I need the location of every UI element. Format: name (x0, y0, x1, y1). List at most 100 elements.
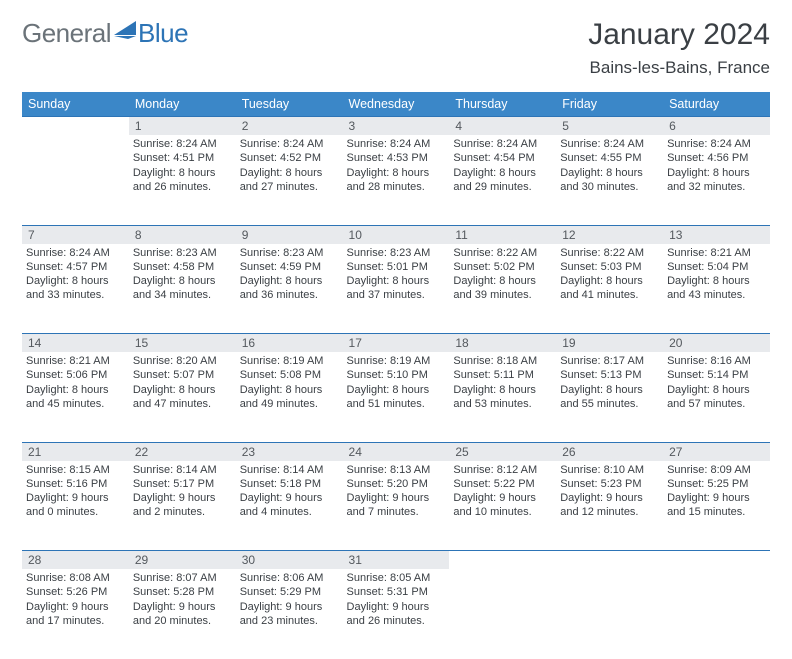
day-number: 5 (556, 117, 663, 136)
day-number: 20 (663, 334, 770, 353)
page-header: General Blue January 2024 Bains-les-Bain… (22, 18, 770, 78)
day-number: 15 (129, 334, 236, 353)
day-number: 19 (556, 334, 663, 353)
day-cell-empty (22, 135, 129, 225)
day-cell-empty (663, 569, 770, 659)
day-number: 13 (663, 225, 770, 244)
day-number: 7 (22, 225, 129, 244)
info-row: Sunrise: 8:24 AM Sunset: 4:51 PM Dayligh… (22, 135, 770, 225)
day-info-text: Sunrise: 8:17 AM Sunset: 5:13 PM Dayligh… (560, 354, 659, 411)
day-info-text: Sunrise: 8:23 AM Sunset: 4:59 PM Dayligh… (240, 246, 339, 303)
info-row: Sunrise: 8:08 AM Sunset: 5:26 PM Dayligh… (22, 569, 770, 659)
day-info: Sunrise: 8:24 AM Sunset: 4:54 PM Dayligh… (449, 135, 556, 225)
weekday-header: Friday (556, 92, 663, 117)
daynum-row: 123456 (22, 117, 770, 136)
day-info: Sunrise: 8:24 AM Sunset: 4:56 PM Dayligh… (663, 135, 770, 225)
day-info-text: Sunrise: 8:07 AM Sunset: 5:28 PM Dayligh… (133, 571, 232, 628)
day-info: Sunrise: 8:20 AM Sunset: 5:07 PM Dayligh… (129, 352, 236, 442)
weekday-header: Saturday (663, 92, 770, 117)
day-info: Sunrise: 8:24 AM Sunset: 4:51 PM Dayligh… (129, 135, 236, 225)
day-info-text: Sunrise: 8:18 AM Sunset: 5:11 PM Dayligh… (453, 354, 552, 411)
day-number: 11 (449, 225, 556, 244)
day-cell-empty (556, 569, 663, 659)
day-number: 17 (343, 334, 450, 353)
day-number: 23 (236, 442, 343, 461)
day-info-text: Sunrise: 8:24 AM Sunset: 4:57 PM Dayligh… (26, 246, 125, 303)
location-title: Bains-les-Bains, France (588, 58, 770, 78)
day-info: Sunrise: 8:24 AM Sunset: 4:53 PM Dayligh… (343, 135, 450, 225)
calendar-table: Sunday Monday Tuesday Wednesday Thursday… (22, 92, 770, 659)
day-info: Sunrise: 8:23 AM Sunset: 4:59 PM Dayligh… (236, 244, 343, 334)
day-info: Sunrise: 8:07 AM Sunset: 5:28 PM Dayligh… (129, 569, 236, 659)
day-info: Sunrise: 8:24 AM Sunset: 4:57 PM Dayligh… (22, 244, 129, 334)
day-info-text: Sunrise: 8:24 AM Sunset: 4:51 PM Dayligh… (133, 137, 232, 194)
day-info: Sunrise: 8:18 AM Sunset: 5:11 PM Dayligh… (449, 352, 556, 442)
day-info: Sunrise: 8:05 AM Sunset: 5:31 PM Dayligh… (343, 569, 450, 659)
day-info-text: Sunrise: 8:14 AM Sunset: 5:17 PM Dayligh… (133, 463, 232, 520)
daynum-row: 78910111213 (22, 225, 770, 244)
day-info: Sunrise: 8:06 AM Sunset: 5:29 PM Dayligh… (236, 569, 343, 659)
day-number: 9 (236, 225, 343, 244)
day-cell-empty (449, 551, 556, 570)
day-number: 24 (343, 442, 450, 461)
day-info-text: Sunrise: 8:24 AM Sunset: 4:56 PM Dayligh… (667, 137, 766, 194)
weekday-header-row: Sunday Monday Tuesday Wednesday Thursday… (22, 92, 770, 117)
day-number: 31 (343, 551, 450, 570)
day-info: Sunrise: 8:16 AM Sunset: 5:14 PM Dayligh… (663, 352, 770, 442)
day-info-text: Sunrise: 8:16 AM Sunset: 5:14 PM Dayligh… (667, 354, 766, 411)
day-number: 4 (449, 117, 556, 136)
day-info: Sunrise: 8:23 AM Sunset: 5:01 PM Dayligh… (343, 244, 450, 334)
day-info-text: Sunrise: 8:08 AM Sunset: 5:26 PM Dayligh… (26, 571, 125, 628)
day-info-text: Sunrise: 8:24 AM Sunset: 4:52 PM Dayligh… (240, 137, 339, 194)
day-info-text: Sunrise: 8:19 AM Sunset: 5:08 PM Dayligh… (240, 354, 339, 411)
day-info: Sunrise: 8:19 AM Sunset: 5:10 PM Dayligh… (343, 352, 450, 442)
day-info: Sunrise: 8:19 AM Sunset: 5:08 PM Dayligh… (236, 352, 343, 442)
info-row: Sunrise: 8:15 AM Sunset: 5:16 PM Dayligh… (22, 461, 770, 551)
day-info-text: Sunrise: 8:23 AM Sunset: 5:01 PM Dayligh… (347, 246, 446, 303)
day-info: Sunrise: 8:15 AM Sunset: 5:16 PM Dayligh… (22, 461, 129, 551)
day-info-text: Sunrise: 8:06 AM Sunset: 5:29 PM Dayligh… (240, 571, 339, 628)
day-info: Sunrise: 8:22 AM Sunset: 5:02 PM Dayligh… (449, 244, 556, 334)
brand-logo: General Blue (22, 18, 188, 49)
day-info-text: Sunrise: 8:21 AM Sunset: 5:06 PM Dayligh… (26, 354, 125, 411)
day-info-text: Sunrise: 8:20 AM Sunset: 5:07 PM Dayligh… (133, 354, 232, 411)
day-number: 28 (22, 551, 129, 570)
daynum-row: 21222324252627 (22, 442, 770, 461)
day-info-text: Sunrise: 8:12 AM Sunset: 5:22 PM Dayligh… (453, 463, 552, 520)
day-info-text: Sunrise: 8:10 AM Sunset: 5:23 PM Dayligh… (560, 463, 659, 520)
weekday-header: Sunday (22, 92, 129, 117)
day-number: 26 (556, 442, 663, 461)
day-info-text: Sunrise: 8:24 AM Sunset: 4:55 PM Dayligh… (560, 137, 659, 194)
brand-word1: General (22, 18, 111, 49)
title-block: January 2024 Bains-les-Bains, France (588, 18, 770, 78)
day-info-text: Sunrise: 8:14 AM Sunset: 5:18 PM Dayligh… (240, 463, 339, 520)
day-info: Sunrise: 8:14 AM Sunset: 5:18 PM Dayligh… (236, 461, 343, 551)
day-info-text: Sunrise: 8:24 AM Sunset: 4:53 PM Dayligh… (347, 137, 446, 194)
day-cell-empty (449, 569, 556, 659)
daynum-row: 28293031 (22, 551, 770, 570)
day-number: 21 (22, 442, 129, 461)
day-cell-empty (22, 117, 129, 136)
day-number: 22 (129, 442, 236, 461)
day-number: 18 (449, 334, 556, 353)
day-info-text: Sunrise: 8:22 AM Sunset: 5:03 PM Dayligh… (560, 246, 659, 303)
day-info-text: Sunrise: 8:23 AM Sunset: 4:58 PM Dayligh… (133, 246, 232, 303)
day-info-text: Sunrise: 8:21 AM Sunset: 5:04 PM Dayligh… (667, 246, 766, 303)
day-cell-empty (663, 551, 770, 570)
day-info: Sunrise: 8:22 AM Sunset: 5:03 PM Dayligh… (556, 244, 663, 334)
brand-word2: Blue (138, 18, 188, 49)
day-number: 12 (556, 225, 663, 244)
day-number: 2 (236, 117, 343, 136)
day-info: Sunrise: 8:23 AM Sunset: 4:58 PM Dayligh… (129, 244, 236, 334)
day-info-text: Sunrise: 8:15 AM Sunset: 5:16 PM Dayligh… (26, 463, 125, 520)
calendar-body: 123456Sunrise: 8:24 AM Sunset: 4:51 PM D… (22, 117, 770, 659)
day-info-text: Sunrise: 8:24 AM Sunset: 4:54 PM Dayligh… (453, 137, 552, 194)
month-title: January 2024 (588, 18, 770, 52)
day-info: Sunrise: 8:21 AM Sunset: 5:06 PM Dayligh… (22, 352, 129, 442)
day-number: 16 (236, 334, 343, 353)
brand-triangle-icon (114, 21, 136, 39)
daynum-row: 14151617181920 (22, 334, 770, 353)
weekday-header: Monday (129, 92, 236, 117)
day-number: 6 (663, 117, 770, 136)
day-info: Sunrise: 8:17 AM Sunset: 5:13 PM Dayligh… (556, 352, 663, 442)
